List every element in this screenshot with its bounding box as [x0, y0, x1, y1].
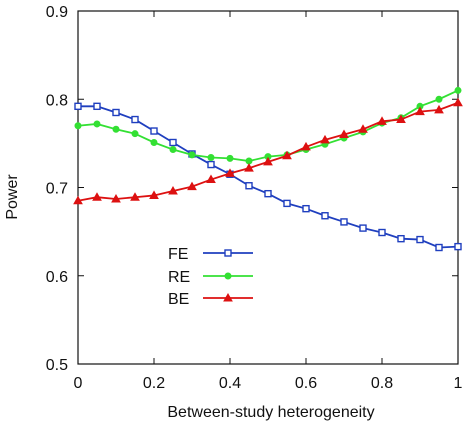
- y-tick-label: 0.5: [46, 357, 68, 374]
- data-point-fe: [340, 218, 348, 226]
- data-point-be: [301, 141, 311, 151]
- data-point-fe: [112, 108, 120, 117]
- data-point-fe: [416, 235, 424, 244]
- data-point-be: [149, 190, 159, 199]
- data-point-re: [93, 120, 101, 128]
- legend-marker-be: [223, 292, 233, 302]
- legend-marker-fe: [224, 249, 232, 257]
- x-tick-label: 0.6: [295, 375, 317, 392]
- series-re: [74, 86, 462, 165]
- data-point-be: [263, 156, 273, 166]
- y-axis-label: Power: [4, 174, 21, 220]
- legend-label-fe: FE: [168, 246, 188, 263]
- data-point-fe: [131, 115, 139, 124]
- series-be: [73, 97, 463, 205]
- data-point-be: [377, 116, 387, 125]
- data-point-be: [396, 114, 406, 124]
- series-fe: [74, 102, 462, 252]
- data-point-be: [434, 104, 444, 114]
- y-tick-label: 0.8: [46, 92, 68, 109]
- data-point-re: [226, 154, 234, 162]
- data-point-be: [339, 129, 349, 139]
- y-tick-label: 0.6: [46, 269, 68, 286]
- plot-border: [77, 10, 459, 365]
- data-point-be: [130, 192, 140, 201]
- data-point-be: [92, 192, 102, 201]
- data-point-be: [187, 181, 197, 191]
- data-point-re: [74, 122, 82, 130]
- x-axis-ticks: 0 0.2 0.4 0.6 0.8 1: [74, 11, 463, 392]
- series-line-re: [77, 89, 459, 162]
- series-line-fe: [78, 105, 459, 249]
- x-tick-label: 0.2: [143, 375, 165, 392]
- data-point-be: [168, 186, 178, 195]
- data-point-fe: [378, 228, 386, 237]
- data-point-fe: [245, 182, 253, 190]
- data-point-fe: [264, 189, 272, 198]
- data-point-re: [454, 86, 462, 94]
- data-point-fe: [150, 127, 158, 135]
- data-point-fe: [283, 199, 291, 208]
- x-tick-label: 0.8: [371, 375, 393, 392]
- data-point-re: [207, 153, 215, 161]
- data-point-be: [358, 124, 368, 133]
- data-point-be: [453, 97, 463, 107]
- data-point-be: [415, 106, 425, 116]
- data-point-fe: [93, 102, 101, 111]
- y-tick-label: 0.7: [46, 181, 68, 198]
- legend-label-re: RE: [168, 269, 190, 286]
- x-tick-label: 0: [74, 375, 83, 392]
- data-point-re: [112, 125, 120, 133]
- data-point-be: [206, 174, 216, 184]
- legend: FE RE BE: [168, 246, 253, 308]
- data-point-be: [244, 163, 254, 172]
- data-point-be: [225, 168, 235, 177]
- y-tick-label: 0.9: [46, 4, 68, 21]
- data-point-re: [169, 146, 177, 154]
- data-point-re: [188, 151, 196, 159]
- data-point-fe: [454, 242, 462, 251]
- data-point-fe: [169, 138, 177, 147]
- data-point-be: [111, 193, 121, 203]
- data-point-fe: [207, 160, 215, 169]
- data-point-fe: [397, 234, 405, 243]
- data-point-be: [73, 195, 83, 205]
- data-point-be: [282, 150, 292, 160]
- legend-label-be: BE: [168, 291, 189, 308]
- data-point-re: [435, 95, 443, 103]
- series-layer: [73, 86, 463, 252]
- data-point-fe: [359, 224, 367, 232]
- x-tick-label: 1: [454, 375, 463, 392]
- x-tick-label: 0.4: [219, 375, 241, 392]
- data-point-fe: [435, 243, 443, 252]
- y-axis-ticks: 0.5 0.6 0.7 0.8 0.9: [46, 4, 458, 374]
- data-point-fe: [302, 204, 310, 213]
- data-point-re: [131, 130, 139, 138]
- legend-marker-re: [224, 272, 232, 280]
- plot-frame: [77, 10, 459, 365]
- x-axis-label: Between-study heterogeneity: [167, 404, 374, 421]
- data-point-fe: [74, 102, 82, 111]
- data-point-re: [150, 138, 158, 146]
- data-point-be: [320, 134, 330, 144]
- data-point-fe: [321, 212, 329, 220]
